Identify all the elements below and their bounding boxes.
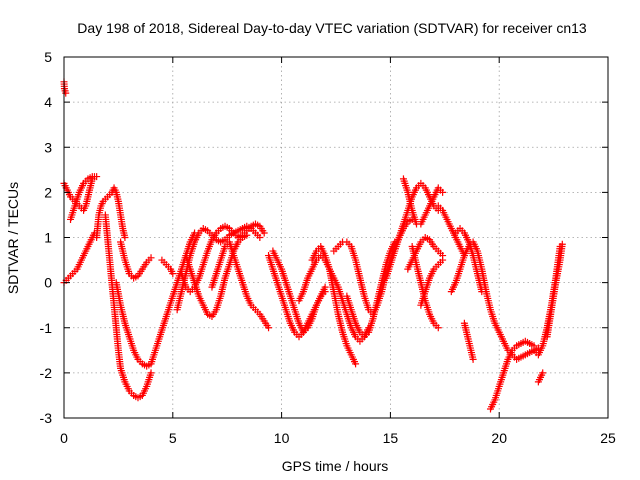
data-point xyxy=(478,288,486,296)
x-axis-label: GPS time / hours xyxy=(282,458,389,474)
data-point xyxy=(558,240,566,248)
data-point xyxy=(243,231,251,239)
x-tick-label: 15 xyxy=(383,430,399,446)
data-point xyxy=(169,270,177,278)
x-tick-label: 20 xyxy=(491,430,507,446)
y-tick-label: -3 xyxy=(40,410,53,426)
y-tick-label: -2 xyxy=(40,365,53,381)
y-tick-label: 3 xyxy=(44,139,52,155)
data-point xyxy=(460,252,468,260)
data-point xyxy=(62,89,70,97)
axis-ticks xyxy=(63,56,609,419)
y-tick-labels: -3 -2 -1 0 1 2 3 4 5 xyxy=(40,49,53,426)
data-point xyxy=(321,288,329,296)
y-axis-label: SDTVAR / TECUs xyxy=(5,182,21,294)
x-tick-labels: 0 5 10 15 20 25 xyxy=(60,430,616,446)
y-tick-label: 1 xyxy=(44,230,52,246)
data-point xyxy=(147,369,155,377)
x-tick-label: 0 xyxy=(60,430,68,446)
y-tick-label: 2 xyxy=(44,184,52,200)
data-point xyxy=(539,369,547,377)
data-point xyxy=(265,324,273,332)
y-tick-label: -1 xyxy=(40,320,53,336)
y-tick-label: 4 xyxy=(44,94,52,110)
y-tick-label: 5 xyxy=(44,49,52,65)
data-point xyxy=(260,229,268,237)
data-point xyxy=(352,360,360,368)
x-tick-label: 10 xyxy=(274,430,290,446)
data-point xyxy=(121,234,129,241)
data-point xyxy=(469,355,477,363)
data-point xyxy=(439,256,447,264)
grid-lines xyxy=(64,57,608,418)
data-point xyxy=(93,173,101,181)
y-tick-label: 0 xyxy=(44,275,52,291)
x-tick-label: 25 xyxy=(600,430,616,446)
x-tick-label: 5 xyxy=(169,430,177,446)
data-marks xyxy=(60,78,566,413)
chart-title: Day 198 of 2018, Sidereal Day-to-day VTE… xyxy=(77,20,587,36)
data-point xyxy=(256,234,264,241)
data-point xyxy=(434,324,442,332)
data-point xyxy=(439,188,447,196)
data-point xyxy=(147,254,155,262)
